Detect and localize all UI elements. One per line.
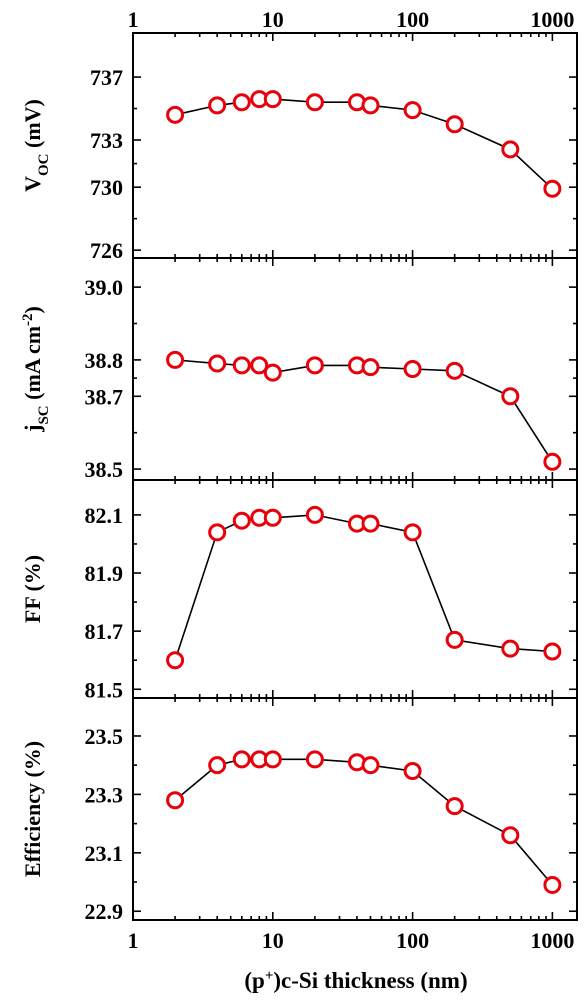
data-point [543, 875, 562, 894]
data-point [403, 762, 422, 781]
data-point [501, 387, 520, 406]
x-tick-label-bottom: 10 [262, 928, 284, 953]
data-point [403, 101, 422, 120]
y-tick-label: 726 [90, 238, 123, 263]
x-axis-title: (p+)c-Si thickness (nm) [244, 968, 467, 993]
x-tick-label-top: 100 [396, 7, 429, 32]
y-tick-label: 39.0 [85, 275, 124, 300]
data-point [232, 93, 251, 112]
data-point [232, 750, 251, 769]
y-tick-label: 81.5 [85, 677, 124, 702]
y-tick-label: 38.7 [85, 384, 124, 409]
data-point [208, 96, 227, 115]
y-axis-title: VOC (mV) [20, 99, 52, 192]
data-point [208, 756, 227, 775]
y-tick-label: 23.3 [85, 782, 124, 807]
x-tick-label-top: 1000 [530, 7, 574, 32]
series-line [174, 758, 554, 886]
data-point [445, 630, 464, 649]
x-tick-label-bottom: 1000 [530, 928, 574, 953]
y-tick-label: 38.5 [85, 457, 124, 482]
data-point [250, 356, 269, 375]
data-point [263, 750, 282, 769]
data-point [445, 361, 464, 380]
x-tick-label-top: 10 [262, 7, 284, 32]
data-point [445, 115, 464, 134]
x-tick-label-top: 1 [128, 7, 139, 32]
panel-jsc: 38.5 38.7 38.8 39.0 jSC (mA cm-2) [20, 257, 578, 482]
top-x-axis: 1 10 100 1000 [128, 7, 575, 32]
data-point [361, 756, 380, 775]
y-tick-label: 733 [90, 128, 123, 153]
data-point [543, 179, 562, 198]
panel-voc: 726 730 733 737 VOC (mV) [20, 32, 578, 263]
data-point [208, 354, 227, 373]
data-point [501, 639, 520, 658]
data-point [263, 90, 282, 109]
y-tick-label: 730 [90, 175, 123, 200]
data-point [166, 651, 185, 670]
data-point [305, 750, 324, 769]
y-tick-label: 23.5 [85, 724, 124, 749]
bottom-x-axis: 1 10 100 1000 [128, 928, 575, 953]
data-point [403, 523, 422, 542]
x-tick-label-bottom: 1 [128, 928, 139, 953]
y-tick-label: 22.9 [85, 899, 124, 924]
series-line [174, 98, 553, 190]
data-point [166, 105, 185, 124]
y-tick-label: 81.9 [85, 561, 124, 586]
data-point [232, 511, 251, 530]
data-point [263, 363, 282, 382]
data-point [361, 358, 380, 377]
data-point [361, 514, 380, 533]
series-line [175, 359, 554, 463]
y-tick-label: 38.8 [85, 348, 124, 373]
data-point [166, 791, 185, 810]
data-point [501, 140, 520, 159]
data-point [543, 642, 562, 661]
data-point [361, 96, 380, 115]
data-point [208, 523, 227, 542]
data-point [305, 356, 324, 375]
panel-frame [132, 479, 578, 699]
panel-ff: 81.5 81.7 81.9 82.1 FF (%) [20, 479, 578, 702]
data-point [403, 360, 422, 378]
y-axis-title: FF (%) [20, 555, 45, 623]
y-axis-title: jSC (mA cm-2) [20, 306, 52, 433]
data-point [305, 505, 324, 524]
data-point [166, 350, 185, 369]
y-tick-label: 23.1 [85, 841, 124, 866]
data-point [543, 452, 562, 471]
panel-efficiency: 22.9 23.1 23.3 23.5 Efficiency (%) [20, 697, 578, 924]
data-point [263, 508, 282, 527]
data-point [232, 356, 251, 375]
data-point [501, 826, 520, 845]
y-tick-label: 737 [90, 65, 123, 90]
data-point [445, 797, 464, 816]
panels-layer: 726 730 733 737 VOC (mV) 38.5 38.7 38.8 39.0 jSC … [20, 32, 578, 924]
x-tick-label-bottom: 100 [396, 928, 429, 953]
y-tick-label: 81.7 [85, 619, 124, 644]
panel-frame [132, 697, 578, 921]
series-line [174, 514, 553, 661]
y-tick-label: 82.1 [85, 503, 124, 528]
y-axis-title: Efficiency (%) [20, 741, 45, 877]
data-point [305, 93, 324, 112]
